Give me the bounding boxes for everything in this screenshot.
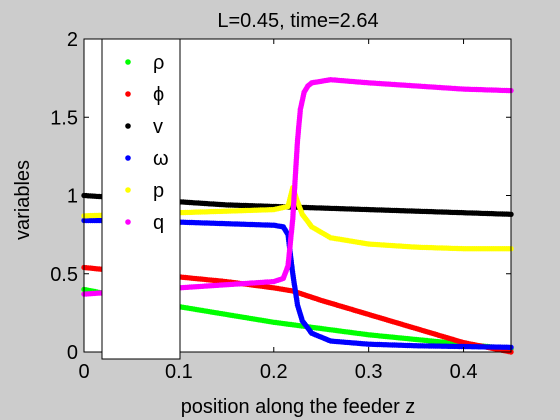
legend-marker — [125, 187, 131, 193]
legend-marker — [125, 155, 131, 161]
legend-entry: p — [125, 180, 164, 202]
legend-label: q — [153, 212, 164, 234]
legend-marker — [125, 91, 131, 97]
x-axis-label: position along the feeder z — [181, 396, 416, 418]
x-tick-label: 0.3 — [355, 361, 383, 383]
legend-box — [101, 38, 181, 360]
x-tick-label: 0.1 — [165, 361, 193, 383]
y-tick-label: 2 — [67, 29, 78, 51]
x-tick-label: 0 — [78, 361, 89, 383]
legend-entry: ϕ — [125, 84, 164, 106]
legend-entry: v — [125, 116, 163, 138]
legend-label: ω — [153, 148, 169, 170]
y-tick-label: 1 — [67, 186, 78, 208]
axis-ticks: 0 0.1 0.2 0.3 0.4 0 0.5 1 1.5 2 — [50, 29, 511, 383]
y-axis-label: variables — [12, 160, 34, 240]
legend-marker — [125, 123, 131, 129]
chart-title: L=0.45, time=2.64 — [217, 10, 378, 32]
x-tick-label: 0.2 — [260, 361, 288, 383]
y-tick-label: 0.5 — [50, 264, 78, 286]
x-tick-label: 0.4 — [450, 361, 478, 383]
legend-entry: q — [125, 212, 164, 234]
legend-marker — [125, 59, 131, 65]
legend-label: ρ — [153, 52, 164, 74]
y-tick-label: 0 — [67, 342, 78, 364]
legend-label: v — [153, 116, 163, 138]
legend-label: p — [153, 180, 164, 202]
legend-entry: ω — [125, 148, 169, 170]
y-tick-label: 1.5 — [50, 107, 78, 129]
legend-label: ϕ — [153, 84, 164, 106]
legend-marker — [125, 219, 131, 225]
legend-entry: ρ — [125, 52, 164, 74]
